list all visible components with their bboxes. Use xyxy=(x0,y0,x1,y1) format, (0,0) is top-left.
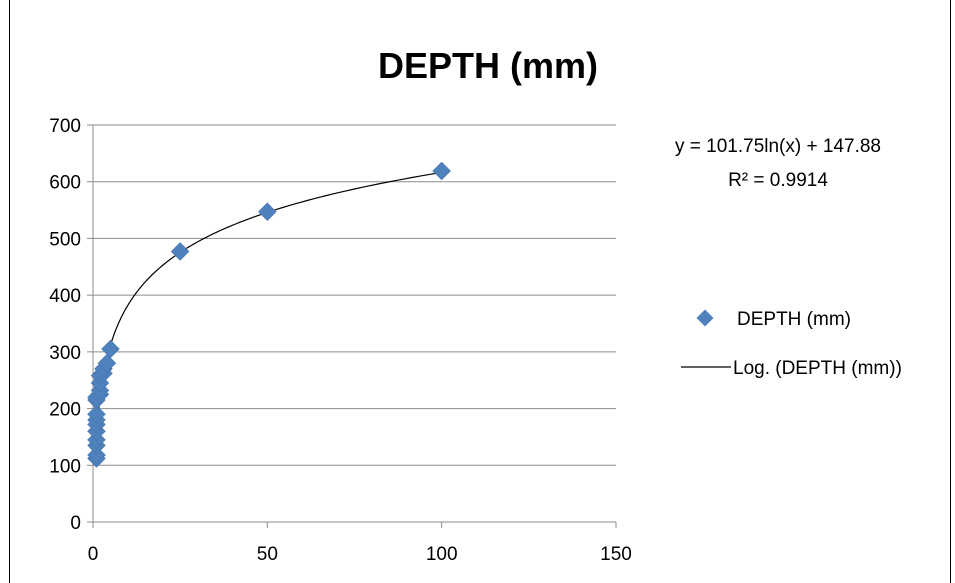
y-tick-label-600: 600 xyxy=(49,173,81,194)
trendline-r-squared: R² = 0.9914 xyxy=(728,170,828,191)
y-tick-label-400: 400 xyxy=(49,286,81,307)
trendline-equation: y = 101.75ln(x) + 147.88 xyxy=(675,136,881,157)
legend-series-label: DEPTH (mm) xyxy=(737,309,851,330)
gridlines xyxy=(93,124,616,466)
data-point-diamond xyxy=(87,404,106,424)
x-tick-label-0: 0 xyxy=(88,544,99,565)
axes: 0 100 200 300 400 500 600 700 0 50 100 150 xyxy=(49,116,632,565)
data-point-diamond xyxy=(87,445,106,465)
chart-canvas: DEPTH (mm) 0 100 200 300 400 500 600 700 0 50 100 1… xyxy=(49,45,902,565)
x-tick-label-50: 50 xyxy=(257,544,278,565)
y-tick-label-200: 200 xyxy=(49,400,81,421)
y-tick-label-0: 0 xyxy=(70,513,81,534)
x-tick-label-100: 100 xyxy=(426,544,458,565)
data-points xyxy=(87,161,452,468)
data-point-diamond xyxy=(97,353,117,373)
y-tick-label-100: 100 xyxy=(49,456,81,477)
legend-marker-diamond xyxy=(696,309,714,327)
legend-trendline-label: Log. (DEPTH (mm)) xyxy=(733,358,902,379)
x-tick-label-150: 150 xyxy=(600,544,632,565)
legend: DEPTH (mm) Log. (DEPTH (mm)) xyxy=(681,309,902,379)
y-tick-label-300: 300 xyxy=(49,343,81,364)
data-point-diamond xyxy=(170,242,190,261)
chart-title: DEPTH (mm) xyxy=(378,45,598,86)
chart-frame: DEPTH (mm) 0 100 200 300 400 500 600 700 0 50 100 1… xyxy=(9,0,951,583)
y-tick-label-700: 700 xyxy=(49,116,81,137)
data-point-diamond xyxy=(257,202,277,222)
data-point-diamond xyxy=(432,161,452,181)
y-tick-label-500: 500 xyxy=(49,229,81,250)
data-point-diamond xyxy=(101,339,120,359)
